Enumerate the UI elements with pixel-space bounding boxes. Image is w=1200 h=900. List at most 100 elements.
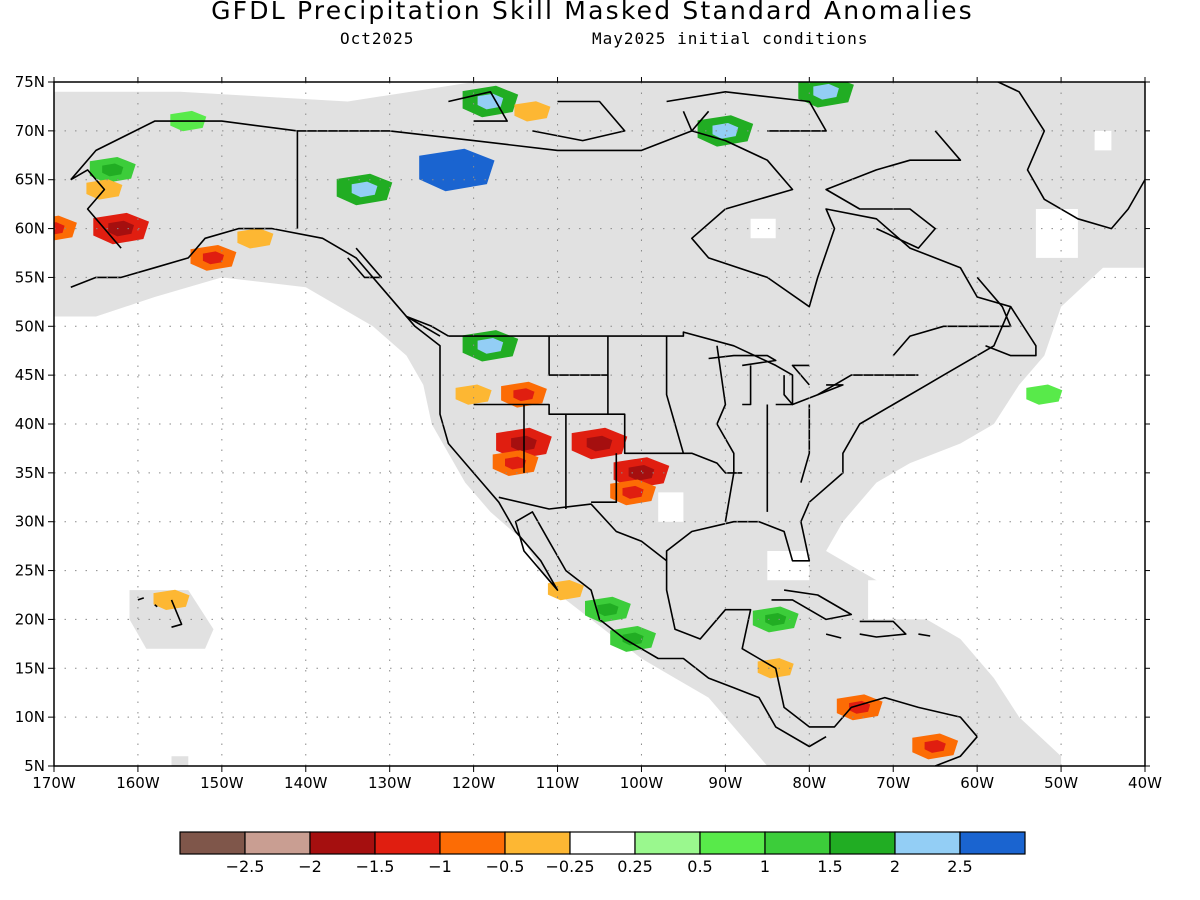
y-tick-label: 20N (15, 610, 45, 628)
y-tick-label: 5N (24, 757, 45, 775)
x-tick-label: 90W (708, 774, 742, 792)
colorbar-label-3: −1 (428, 857, 452, 876)
anomaly-core-13 (477, 338, 504, 354)
y-tick-label: 55N (15, 268, 45, 286)
unmasked-area-2 (750, 218, 776, 239)
coastline-16 (800, 404, 811, 483)
colorbar-label-7: 0.5 (687, 857, 712, 876)
anomaly-patch-29 (1026, 384, 1063, 405)
colorbar-swatch-10 (829, 831, 896, 855)
y-tick-label: 65N (15, 171, 45, 189)
colorbar-label-9: 1.5 (817, 857, 842, 876)
x-tick-label: 140W (284, 774, 328, 792)
colorbar-swatch-1 (244, 831, 311, 855)
x-tick-label: 50W (1044, 774, 1078, 792)
coastline-28 (708, 354, 777, 367)
colorbar-swatch-3 (374, 831, 441, 855)
coastline-13 (665, 336, 685, 454)
forecast-month: Oct2025 (340, 29, 415, 48)
colorbar-swatch-7 (634, 831, 701, 855)
coastline-10 (591, 453, 618, 503)
coastline-19 (154, 604, 158, 608)
coastline-33 (666, 91, 827, 132)
coastline-30 (775, 375, 794, 406)
unmasked-area-0 (767, 551, 810, 581)
coastline-26 (985, 306, 1037, 357)
x-tick-label: 150W (200, 774, 244, 792)
skill-mask-region-1 (129, 590, 214, 649)
y-tick-label: 70N (15, 122, 45, 140)
x-tick-label: 130W (368, 774, 412, 792)
y-tick-label: 45N (15, 366, 45, 384)
anomaly-core-19 (628, 465, 655, 481)
colorbar-swatch-4 (439, 831, 506, 855)
coastline-25 (892, 276, 1012, 357)
x-tick-label: 170W (32, 774, 76, 792)
coastline-39 (347, 247, 383, 279)
coastline-29 (742, 365, 752, 406)
colorbar-label-5: −0.25 (545, 857, 594, 876)
unmasked-area-1 (868, 580, 944, 620)
colorbar: −2.5 −2 −1.5 −1 −0.5 −0.25 0.25 0.5 1 1.5 2 2.5 (179, 831, 1026, 876)
anomaly-patch-4 (514, 101, 551, 122)
y-tick-label: 75N (15, 73, 45, 91)
coastline-31 (791, 364, 810, 386)
colorbar-swatch-9 (764, 831, 831, 855)
colorbar-swatch-2 (309, 831, 376, 855)
anomaly-core-18 (586, 435, 613, 452)
anomaly-core-2 (439, 159, 475, 181)
colorbar-label-10: 2 (890, 857, 900, 876)
x-tick-label: 120W (452, 774, 496, 792)
y-tick-label: 15N (15, 659, 45, 677)
coastline-27 (817, 384, 844, 396)
coastline-23 (825, 633, 842, 639)
x-tick-label: 70W (876, 774, 910, 792)
coastline-36 (682, 110, 710, 132)
coastline-32 (825, 130, 962, 249)
coastline-3 (70, 169, 122, 249)
coastline-37 (996, 82, 1145, 230)
y-tick-label: 25N (15, 562, 45, 580)
y-tick-label: 60N (15, 220, 45, 238)
colorbar-swatch-0 (179, 831, 246, 855)
anomaly-core-20 (622, 485, 644, 499)
coastline-34 (448, 91, 508, 122)
y-tick-label: 50N (15, 317, 45, 335)
y-tick-label: 10N (15, 708, 45, 726)
coastline-20 (771, 589, 853, 621)
x-tick-label: 160W (116, 774, 160, 792)
anomaly-core-9 (108, 220, 134, 237)
y-tick-label: 30N (15, 513, 45, 531)
anomaly-core-23 (597, 603, 619, 617)
anomaly-core-5 (712, 123, 739, 139)
unmasked-area-4 (1094, 130, 1112, 151)
colorbar-label-4: −0.5 (486, 857, 525, 876)
skill-mask-region-2 (171, 756, 189, 766)
anomaly-patch-14 (455, 384, 492, 405)
x-tick-label: 100W (620, 774, 664, 792)
anomaly-patch-22 (547, 580, 584, 601)
x-tick-label: 110W (536, 774, 580, 792)
unmasked-area-3 (1035, 209, 1078, 258)
coastline-12 (548, 336, 608, 376)
anomaly-patch-21 (153, 589, 190, 610)
anomaly-core-25 (765, 613, 787, 626)
unmasked-area-5 (658, 492, 684, 522)
anomaly-core-15 (513, 388, 535, 402)
anomaly-core-10 (54, 222, 65, 235)
skill-mask-region-0 (54, 82, 1145, 766)
map-title: GFDL Precipitation Skill Masked Standard… (211, 0, 974, 25)
colorbar-swatch-6 (569, 831, 636, 855)
colorbar-label-8: 1 (760, 857, 770, 876)
colorbar-label-11: 2.5 (947, 857, 972, 876)
x-tick-label: 80W (792, 774, 826, 792)
anomaly-core-24 (622, 632, 644, 646)
map-plot-area (54, 82, 1145, 766)
coastline-35 (532, 100, 626, 142)
colorbar-label-2: −1.5 (356, 857, 395, 876)
anomaly-patch-11 (237, 228, 274, 249)
anomaly-core-12 (202, 251, 224, 265)
colorbar-label-0: −2.5 (226, 857, 265, 876)
x-tick-label: 40W (1128, 774, 1162, 792)
coastline-14 (716, 345, 735, 522)
